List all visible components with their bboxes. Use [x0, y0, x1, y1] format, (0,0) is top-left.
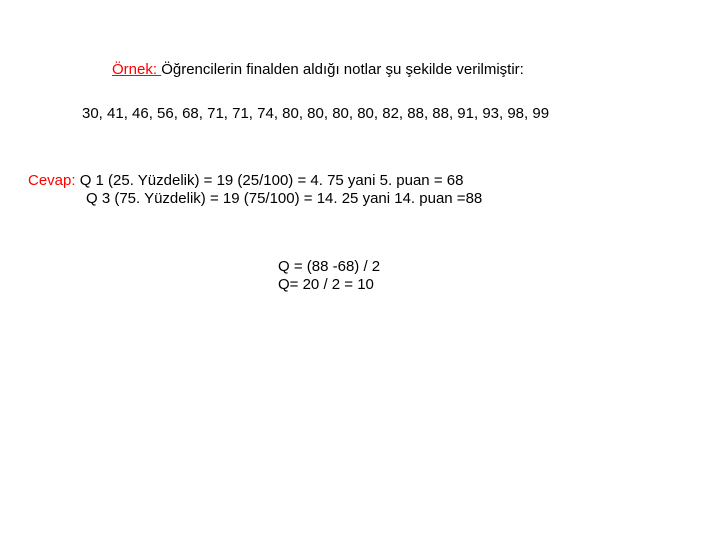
data-values-line: 30, 41, 46, 56, 68, 71, 71, 74, 80, 80, …	[82, 105, 549, 123]
formula-line-2: Q= 20 / 2 = 10	[278, 276, 374, 294]
answer-line-2: Q 3 (75. Yüzdelik) = 19 (75/100) = 14. 2…	[86, 190, 482, 208]
example-rest: Öğrencilerin finalden aldığı notlar şu ş…	[161, 61, 524, 78]
example-label: Örnek:	[112, 61, 161, 78]
example-line: Örnek: Öğrencilerin finalden aldığı notl…	[112, 61, 524, 79]
answer-q1: Q 1 (25. Yüzdelik) = 19 (25/100) = 4. 75…	[80, 172, 464, 189]
answer-line-1: Cevap: Q 1 (25. Yüzdelik) = 19 (25/100) …	[28, 172, 463, 190]
slide: Örnek: Öğrencilerin finalden aldığı notl…	[0, 0, 720, 540]
formula-line-1: Q = (88 -68) / 2	[278, 258, 380, 276]
answer-label: Cevap:	[28, 172, 80, 189]
